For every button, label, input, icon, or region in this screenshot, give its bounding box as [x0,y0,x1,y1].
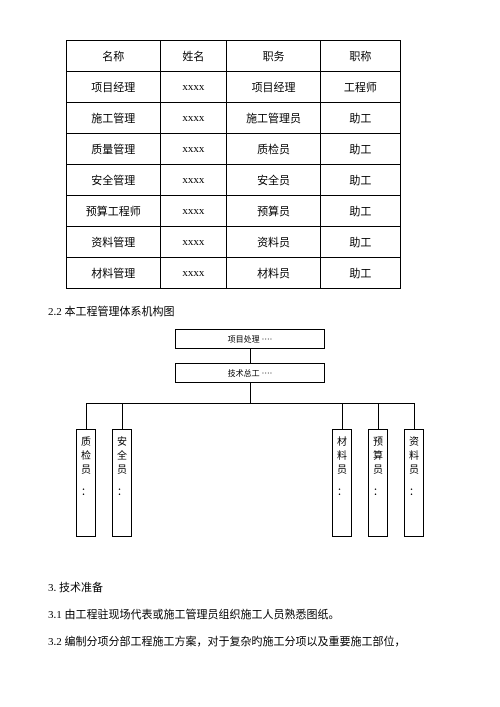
heading-3: 3. 技术准备 [48,577,452,600]
col-header: 名称 [67,41,161,72]
table-row: 预算工程师xxxx预算员助工 [67,196,401,227]
table-body: 项目经理xxxx项目经理工程师 施工管理xxxx施工管理员助工 质量管理xxxx… [67,72,401,289]
org-leaf-qc: 质检员： [76,429,96,537]
org-connector [342,403,343,429]
paragraph-3-2: 3.2 编制分项分部工程施工方案，对于复杂旳施工分项以及重要施工部位， [48,631,452,654]
org-connector [122,403,123,429]
org-leaf-safety: 安全员： [112,429,132,537]
paragraph-3-1: 3.1 由工程驻现场代表或施工管理员组织施工人员熟悉图纸。 [48,604,452,627]
org-connector [378,403,379,429]
org-node-manager: 项目处理 ···· [175,329,325,349]
org-connector [86,403,414,404]
org-connector [250,349,251,363]
org-leaf-material: 材料员： [332,429,352,537]
org-leaf-data: 资料员： [404,429,424,537]
table-row: 施工管理xxxx施工管理员助工 [67,103,401,134]
table-row: 资料管理xxxx资料员助工 [67,227,401,258]
org-chart: 项目处理 ···· 技术总工 ···· 质检员： 安全员： 材料员： 预算员： … [70,329,430,559]
table-row: 质量管理xxxx质检员助工 [67,134,401,165]
table-row: 安全管理xxxx安全员助工 [67,165,401,196]
col-header: 职务 [227,41,321,72]
org-node-tech-lead: 技术总工 ···· [175,363,325,383]
section-title: 2.2 本工程管理体系机构图 [48,303,452,319]
personnel-table: 名称 姓名 职务 职称 项目经理xxxx项目经理工程师 施工管理xxxx施工管理… [66,40,401,289]
col-header: 姓名 [160,41,227,72]
org-connector [250,383,251,403]
col-header: 职称 [320,41,400,72]
table-row: 项目经理xxxx项目经理工程师 [67,72,401,103]
org-connector [86,403,87,429]
table-header-row: 名称 姓名 职务 职称 [67,41,401,72]
org-connector [414,403,415,429]
table-row: 材料管理xxxx材料员助工 [67,258,401,289]
org-leaf-budget: 预算员： [368,429,388,537]
